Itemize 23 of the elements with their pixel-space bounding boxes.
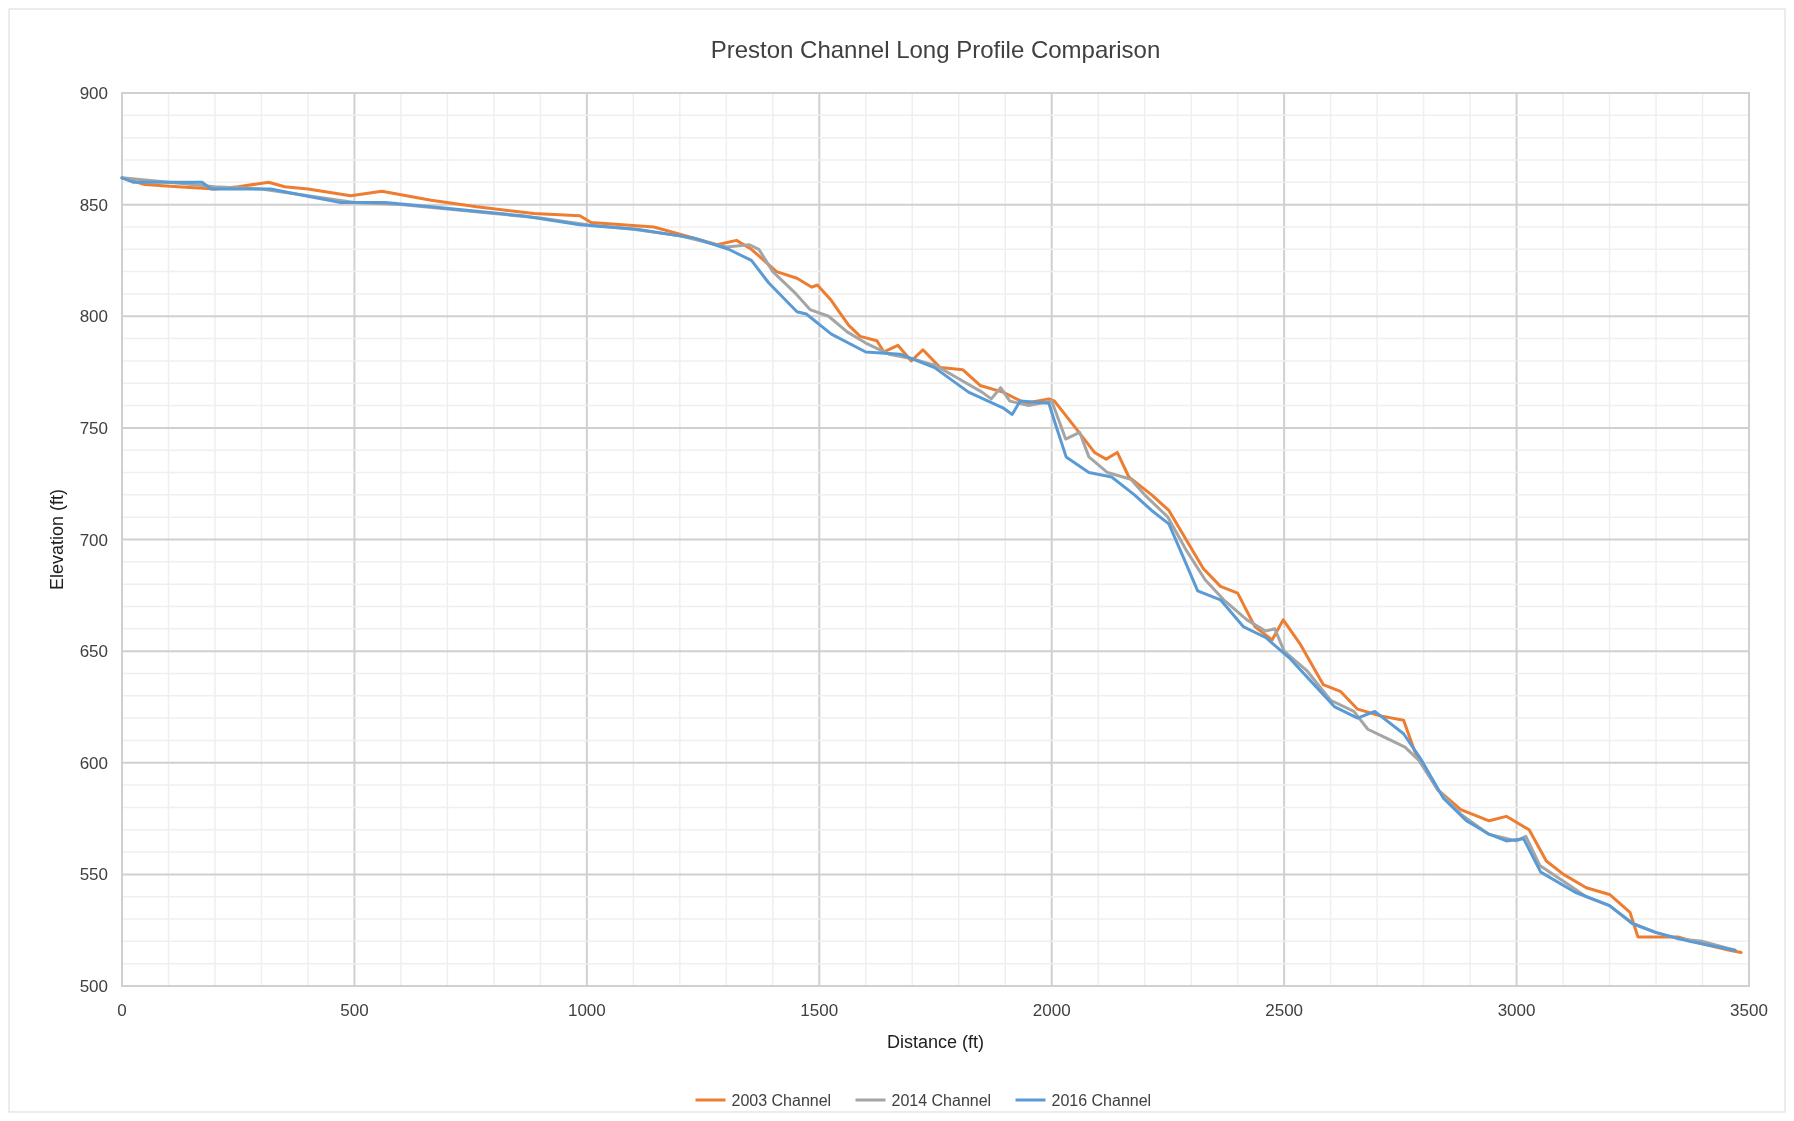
y-tick-label: 900 [79,84,108,103]
x-tick-label: 1500 [800,1001,839,1020]
x-tick-label: 2000 [1032,1001,1071,1020]
x-axis-title: Distance (ft) [886,1032,985,1052]
y-tick-label: 600 [79,753,108,773]
x-tick-label: 2500 [1265,1001,1304,1020]
legend-label: 2003 Channel [731,1092,832,1109]
y-axis-title: Elevation (ft) [47,488,67,591]
x-tick-label: 1000 [567,1001,606,1020]
legend-label: 2014 Channel [891,1092,992,1109]
y-tick-label: 800 [79,307,108,327]
y-tick-label: 750 [79,418,108,438]
x-tick-label: 3500 [1730,1001,1768,1020]
x-tick-label: 500 [340,1001,369,1020]
x-tick-label: 3000 [1497,1001,1536,1020]
y-tick-label: 500 [79,977,108,996]
y-tick-label: 550 [79,865,108,885]
chart-title: Preston Channel Long Profile Comparison [710,36,1161,63]
y-tick-label: 650 [79,642,108,662]
y-tick-label: 850 [79,195,108,215]
y-tick-label: 700 [79,530,108,550]
legend-label: 2016 Channel [1051,1092,1152,1109]
x-tick-label: 0 [117,1001,127,1020]
